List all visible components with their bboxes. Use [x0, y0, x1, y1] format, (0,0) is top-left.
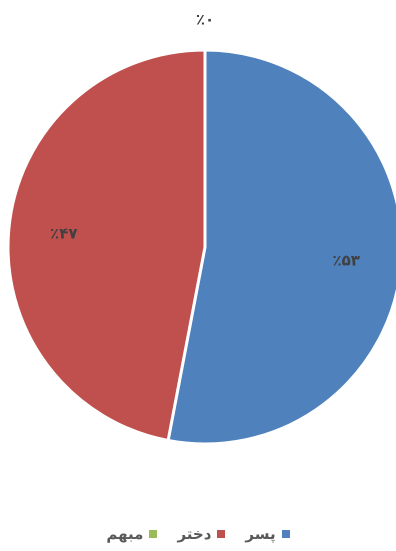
chart-legend: پسر دختر مبهم: [0, 522, 396, 546]
legend-swatch-3: [149, 530, 158, 538]
legend-item-2: دختر: [177, 525, 226, 543]
legend-item-1: پسر: [245, 525, 290, 543]
legend-label-1: پسر: [245, 525, 276, 543]
legend-swatch-2: [217, 530, 226, 538]
data-label-2: ٪۴۷: [50, 225, 77, 243]
legend-label-2: دختر: [177, 525, 212, 543]
pie-slice-2: [6, 48, 207, 443]
legend-item-3: مبهم: [106, 525, 158, 543]
data-label-1: ٪۵۳: [332, 251, 359, 269]
data-label-3: ٪۰: [196, 10, 214, 28]
pie-slice-1: [166, 48, 396, 446]
legend-label-3: مبهم: [106, 525, 144, 543]
legend-swatch-1: [281, 530, 290, 538]
